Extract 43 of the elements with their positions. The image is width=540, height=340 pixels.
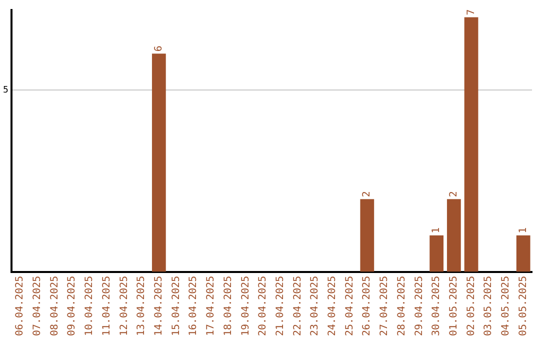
x-tick-label: 17.04.2025 bbox=[206, 276, 217, 336]
data-label: 1 bbox=[431, 227, 442, 234]
x-tick-label: 06.04.2025 bbox=[14, 276, 26, 336]
x-tick-label: 08.04.2025 bbox=[49, 276, 60, 336]
x-tick-label: 04.05.2025 bbox=[500, 276, 512, 336]
x-tick-label: 22.04.2025 bbox=[292, 276, 304, 336]
bar bbox=[430, 235, 444, 272]
x-tick-label: 24.04.2025 bbox=[327, 276, 338, 336]
bar bbox=[516, 235, 530, 272]
x-tick-label: 09.04.2025 bbox=[66, 276, 78, 336]
data-label: 6 bbox=[154, 46, 165, 52]
x-tick-label: 20.04.2025 bbox=[258, 276, 269, 336]
x-tick-label: 27.04.2025 bbox=[379, 276, 390, 336]
x-tick-label: 29.04.2025 bbox=[414, 276, 425, 336]
x-tick-label: 13.04.2025 bbox=[136, 276, 148, 336]
x-tick-label: 10.04.2025 bbox=[84, 276, 96, 336]
x-tick-label: 11.04.2025 bbox=[101, 276, 112, 336]
y-tick-label: 5 bbox=[2, 85, 8, 96]
x-tick-label: 07.04.2025 bbox=[32, 276, 44, 336]
x-tick-label: 19.04.2025 bbox=[240, 276, 252, 336]
x-tick-label: 25.04.2025 bbox=[344, 276, 356, 336]
x-tick-label: 30.04.2025 bbox=[431, 276, 442, 336]
x-tick-label: 28.04.2025 bbox=[396, 276, 408, 336]
data-label: 2 bbox=[362, 191, 373, 198]
data-label: 2 bbox=[448, 191, 460, 198]
x-tick-label: 26.04.2025 bbox=[362, 276, 373, 336]
x-tick-label: 12.04.2025 bbox=[118, 276, 130, 336]
data-label: 7 bbox=[466, 9, 477, 16]
x-tick-label: 18.04.2025 bbox=[222, 276, 234, 336]
bar bbox=[152, 54, 166, 272]
x-tick-label: 21.04.2025 bbox=[274, 276, 286, 336]
data-label: 1 bbox=[518, 227, 529, 234]
bar bbox=[464, 17, 478, 272]
x-tick-label: 16.04.2025 bbox=[188, 276, 200, 336]
x-tick-label: 02.05.2025 bbox=[466, 276, 477, 336]
x-tick-label: 15.04.2025 bbox=[170, 276, 182, 336]
x-tick-label: 01.05.2025 bbox=[448, 276, 460, 336]
x-tick-label: 23.04.2025 bbox=[310, 276, 321, 336]
x-tick-label: 03.05.2025 bbox=[483, 276, 494, 336]
x-tick-label: 14.04.2025 bbox=[154, 276, 165, 336]
bar bbox=[446, 199, 461, 272]
x-tick-label: 05.05.2025 bbox=[518, 276, 529, 336]
bar bbox=[360, 199, 374, 272]
